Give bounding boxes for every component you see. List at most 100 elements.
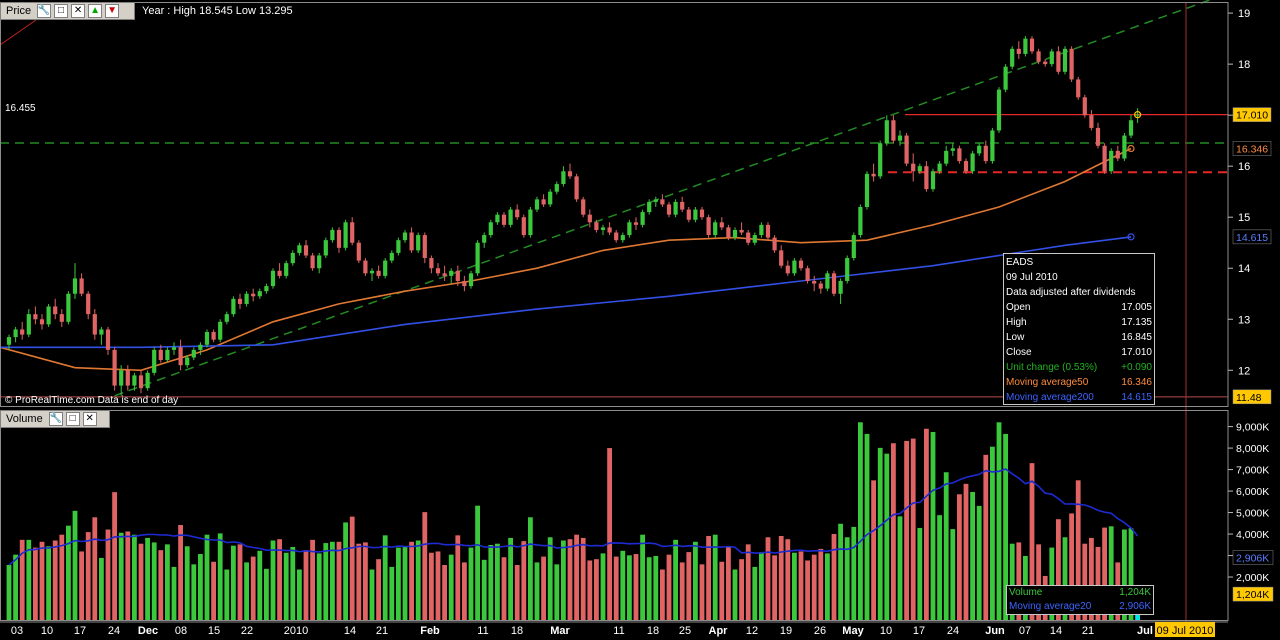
volume-bar — [1009, 543, 1015, 620]
volume-bar — [752, 566, 758, 620]
volume-bar — [990, 446, 995, 620]
volume-bar — [231, 545, 236, 620]
volume-bar — [13, 554, 18, 620]
candle — [666, 204, 672, 215]
volume-axis-label: 9,000K — [1236, 422, 1269, 434]
volume-bar — [132, 534, 137, 620]
volume-bar — [303, 550, 309, 620]
x-axis-label: 15 — [208, 625, 220, 637]
candle — [534, 199, 540, 210]
candle — [996, 89, 1002, 131]
price-axis-badge — [1232, 141, 1272, 156]
volume-bar — [435, 551, 441, 620]
candle — [838, 280, 843, 294]
volume-bar — [46, 546, 51, 620]
info-row-value: +0.090 — [1121, 362, 1152, 373]
volume-bar — [798, 551, 804, 620]
wrench-icon[interactable]: 🔧 — [37, 4, 52, 18]
candle — [515, 209, 520, 218]
volume-bar — [679, 562, 685, 620]
volume-bar — [976, 505, 982, 620]
price-panel-header: Price 🔧 □ ✕ ▲ ▼ — [0, 2, 135, 20]
candle — [330, 229, 335, 241]
candle — [1036, 51, 1041, 62]
candle — [350, 222, 355, 243]
window-icon[interactable]: □ — [65, 412, 80, 426]
volume-bar — [646, 557, 652, 620]
candle — [356, 242, 361, 261]
volume-bar — [277, 539, 282, 620]
info-row: Moving average200 14.615 — [1006, 392, 1152, 407]
candle — [178, 347, 183, 366]
candle — [145, 372, 150, 389]
candle — [402, 232, 408, 241]
ma50-line — [0, 147, 1132, 372]
volume-frame — [0, 410, 1229, 621]
info-row: Unit change (0.53%) +0.090 — [1006, 362, 1152, 377]
candle — [1082, 97, 1087, 116]
volume-bar — [171, 566, 177, 620]
candle — [1029, 38, 1035, 52]
candle — [191, 349, 196, 358]
info-row: Moving average50 16.346 — [1006, 377, 1152, 392]
close-icon[interactable]: ✕ — [82, 412, 97, 426]
candle — [693, 209, 698, 220]
volume-bar — [224, 569, 230, 620]
candle — [112, 349, 117, 386]
close-icon[interactable]: ✕ — [71, 4, 86, 18]
volume-bar — [745, 544, 751, 620]
x-axis-label: 21 — [376, 625, 388, 637]
candle — [204, 332, 210, 345]
volume-bar — [19, 539, 25, 620]
x-axis-label: Feb — [420, 625, 440, 637]
candle — [858, 207, 863, 236]
volume-bar — [996, 422, 1002, 620]
volume-axis-label: 4,000K — [1236, 529, 1269, 541]
volume-bar — [283, 552, 289, 620]
candle — [46, 306, 51, 325]
volume-bar — [1056, 519, 1061, 620]
candle — [152, 349, 157, 373]
volume-bar — [778, 535, 784, 620]
candle — [317, 255, 322, 269]
volume-bar — [1016, 542, 1022, 620]
volume-bar — [805, 560, 810, 620]
candle — [171, 347, 177, 350]
candle — [726, 227, 731, 238]
candle — [1062, 48, 1068, 72]
volume-bar — [184, 546, 190, 620]
candle — [581, 199, 586, 215]
candle — [706, 217, 711, 236]
volume-bar — [759, 552, 764, 620]
move-up-icon[interactable]: ▲ — [88, 4, 103, 18]
volume-bar — [554, 564, 560, 620]
wrench-icon[interactable]: 🔧 — [48, 412, 63, 426]
volume-bar — [297, 569, 302, 620]
info-box: EADS 09 Jul 2010 Data adjusted after div… — [1003, 253, 1155, 405]
info-row-label: Moving average200 — [1006, 392, 1094, 403]
price-axis-badge-label: 16.346 — [1236, 144, 1268, 156]
volume-chart[interactable] — [6, 422, 1140, 620]
volume-axis-label: 8,000K — [1236, 443, 1269, 455]
volume-bar — [904, 440, 909, 620]
volume-bar — [574, 534, 579, 620]
info-date: 09 Jul 2010 — [1006, 272, 1058, 283]
price-chart[interactable] — [0, 0, 1228, 622]
window-icon[interactable]: □ — [54, 4, 69, 18]
volume-bar — [501, 557, 507, 620]
candle — [1102, 145, 1107, 172]
volume-bar — [811, 554, 817, 620]
volume-bar — [983, 454, 989, 620]
move-down-icon[interactable]: ▼ — [105, 4, 120, 18]
candle — [482, 235, 487, 243]
candle — [218, 321, 223, 340]
candle — [779, 250, 784, 266]
volume-bar — [567, 539, 573, 620]
info-row-label: Close — [1006, 347, 1032, 358]
info-row-value: 16.845 — [1121, 332, 1152, 343]
candle — [970, 153, 975, 172]
candle — [963, 161, 969, 172]
candle — [825, 273, 830, 289]
volume-bar — [785, 539, 791, 620]
candle — [119, 370, 124, 386]
